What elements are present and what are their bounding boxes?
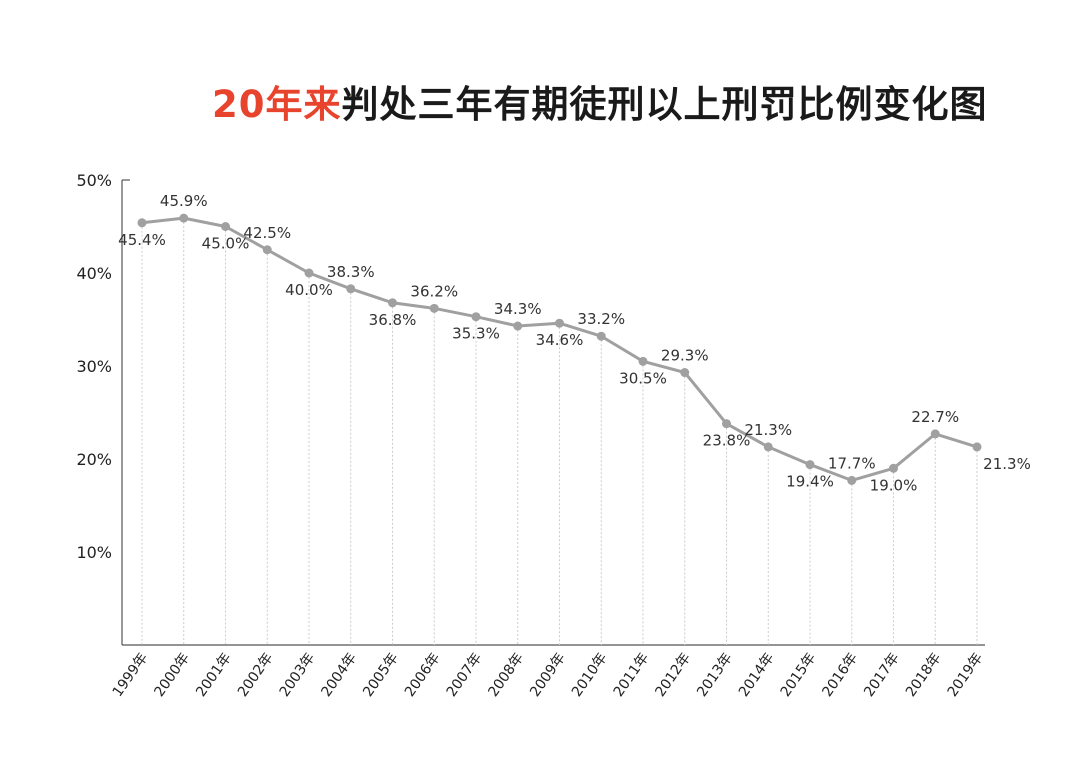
data-label: 40.0%: [285, 281, 333, 299]
x-tick-label: 2011年: [611, 650, 653, 700]
data-label: 45.9%: [160, 192, 208, 210]
data-point: [304, 268, 314, 278]
data-label: 34.3%: [494, 300, 542, 318]
data-point: [471, 312, 481, 322]
data-point: [805, 460, 815, 470]
x-tick-label: 2019年: [945, 650, 987, 700]
data-label: 19.4%: [786, 473, 834, 491]
x-tick-label: 2004年: [318, 650, 360, 700]
data-label: 35.3%: [452, 325, 500, 343]
x-tick-label: 2000年: [151, 650, 193, 700]
data-point: [722, 419, 731, 429]
y-tick-label: 50%: [76, 171, 112, 190]
data-point: [513, 321, 523, 331]
data-label: 22.7%: [911, 408, 959, 426]
x-tick-label: 2012年: [652, 650, 694, 700]
x-tick-label: 2007年: [444, 650, 486, 700]
data-point: [680, 368, 690, 378]
data-label: 23.8%: [703, 432, 751, 450]
data-label: 21.3%: [983, 455, 1031, 473]
data-point: [429, 303, 439, 313]
y-tick-label: 40%: [76, 264, 112, 283]
x-tick-label: 2006年: [402, 650, 444, 700]
chart-title: 20年来判处三年有期徒刑以上刑罚比例变化图: [212, 74, 988, 128]
data-point: [596, 331, 606, 341]
x-tick-label: 2001年: [193, 650, 235, 700]
x-tick-label: 2018年: [903, 650, 945, 700]
data-label: 17.7%: [828, 454, 876, 472]
data-point: [555, 318, 564, 328]
x-tick-label: 2008年: [485, 650, 527, 700]
data-label: 45.0%: [202, 235, 250, 253]
data-label: 38.3%: [327, 263, 375, 281]
x-tick-label: 2014年: [736, 650, 778, 700]
data-label: 30.5%: [619, 369, 667, 387]
x-tick-label: 2016年: [819, 650, 861, 700]
data-label: 36.8%: [369, 311, 417, 329]
data-point: [930, 429, 940, 439]
data-point: [638, 356, 648, 366]
x-tick-label: 2013年: [694, 650, 736, 700]
data-label: 36.2%: [410, 282, 458, 300]
x-tick-label: 2005年: [360, 650, 402, 700]
x-tick-label: 2009年: [527, 650, 569, 700]
data-point: [179, 213, 189, 223]
data-point: [972, 442, 982, 452]
x-tick-label: 2002年: [235, 650, 277, 700]
y-tick-label: 20%: [76, 450, 112, 469]
data-point: [262, 245, 272, 255]
data-point: [346, 284, 356, 294]
chart-title-highlight: 20年来: [212, 83, 342, 126]
data-point: [847, 475, 857, 485]
data-label: 21.3%: [744, 421, 792, 439]
x-tick-label: 2017年: [861, 650, 903, 700]
x-tick-label: 2015年: [778, 650, 820, 700]
data-point: [388, 298, 397, 308]
x-tick-label: 1999年: [110, 650, 152, 700]
data-point: [889, 463, 898, 473]
data-label: 19.0%: [870, 476, 918, 494]
x-tick-label: 2003年: [277, 650, 319, 700]
data-label: 29.3%: [661, 347, 709, 365]
chart-title-rest: 判处三年有期徒刑以上刑罚比例变化图: [341, 83, 988, 126]
x-tick-label: 2010年: [569, 650, 611, 700]
data-label: 42.5%: [243, 224, 291, 242]
data-label: 33.2%: [577, 310, 625, 328]
data-point: [763, 442, 773, 452]
data-label: 34.6%: [536, 331, 584, 349]
data-label: 45.4%: [118, 231, 166, 249]
data-point: [221, 222, 230, 231]
y-tick-label: 30%: [76, 357, 112, 376]
data-point: [137, 218, 147, 228]
y-tick-label: 10%: [76, 543, 112, 562]
